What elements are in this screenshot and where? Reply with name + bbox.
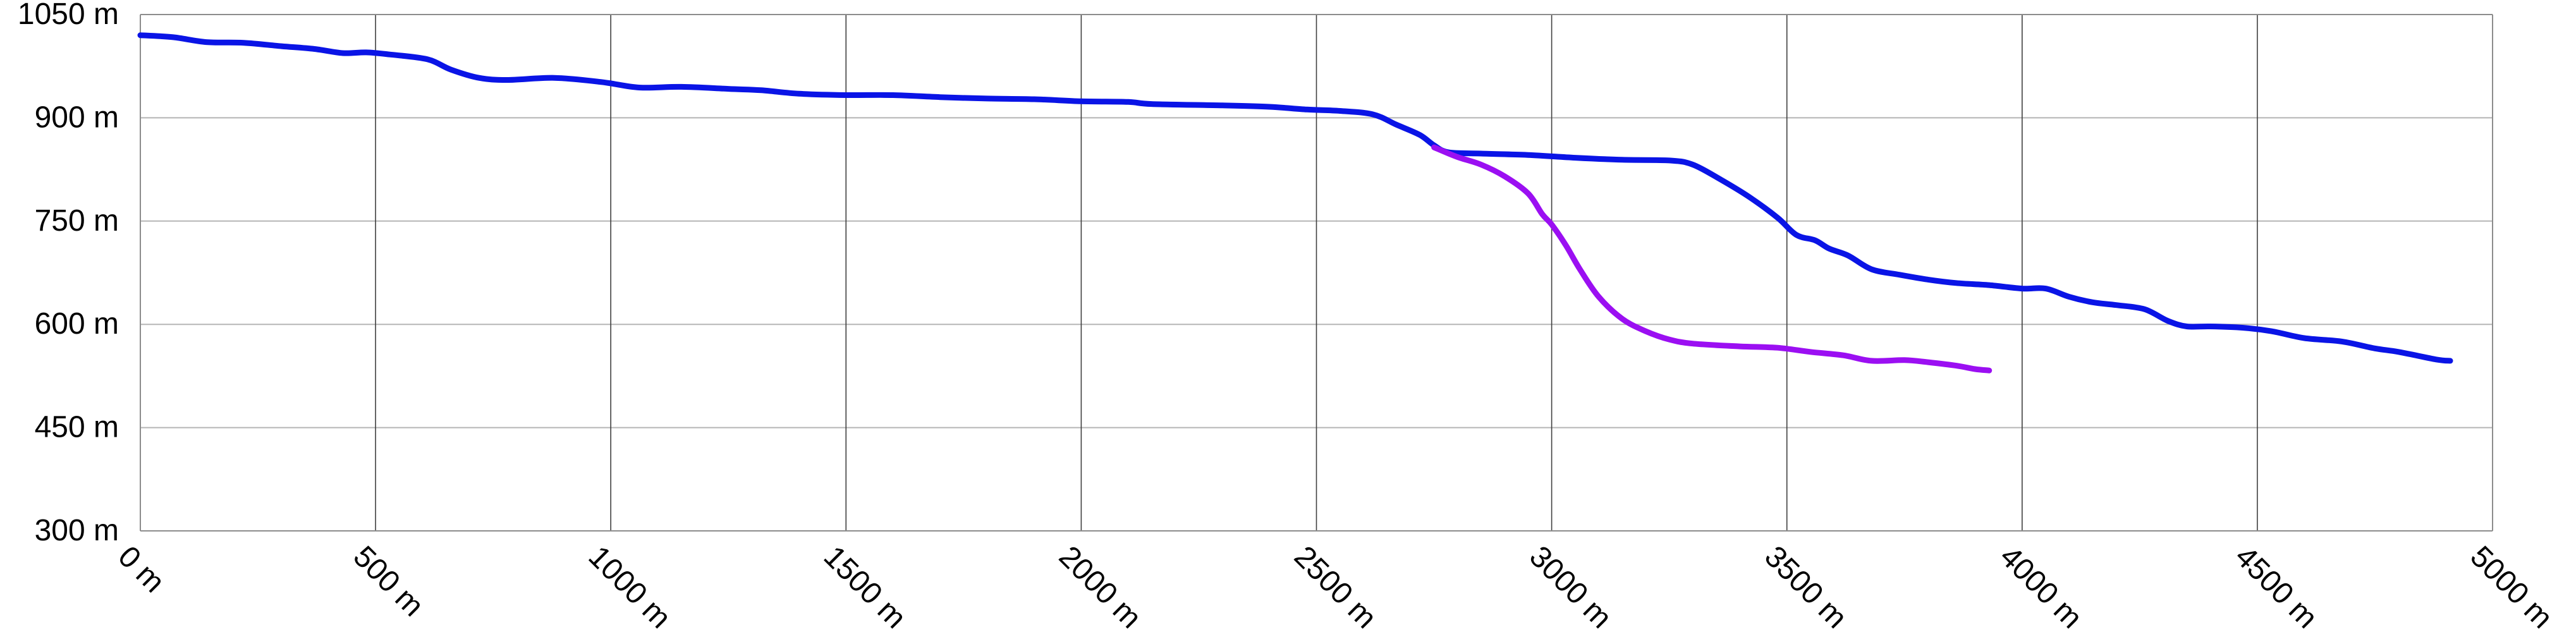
y-tick-label-0: 300 m — [35, 514, 119, 547]
x-tick-label-3: 1500 m — [817, 540, 913, 632]
x-tick-label-8: 4000 m — [1993, 540, 2089, 632]
y-tick-label-4: 900 m — [35, 100, 119, 134]
chart-axes — [140, 14, 2493, 532]
x-tick-label-9: 4500 m — [2228, 540, 2324, 632]
series-line-0 — [137, 32, 2453, 364]
x-tick-label-10: 5000 m — [2463, 540, 2559, 632]
y-axis-tick-labels: 300 m 450 m 600 m 750 m 900 m 1050 m — [18, 0, 119, 547]
x-tick-label-0: 0 m — [111, 540, 171, 599]
y-tick-label-2: 600 m — [35, 307, 119, 341]
y-tick-label-3: 750 m — [35, 204, 119, 238]
x-tick-label-4: 2000 m — [1053, 540, 1148, 632]
x-tick-label-6: 3000 m — [1523, 540, 1618, 632]
series-line-1 — [1431, 144, 1993, 374]
x-tick-label-7: 3500 m — [1758, 540, 1853, 632]
y-tick-label-5: 1050 m — [18, 0, 119, 31]
x-tick-label-5: 2500 m — [1288, 540, 1383, 632]
x-axis-tick-labels: 0 m 500 m 1000 m 1500 m 2000 m 2500 m 3000 m 35… — [111, 540, 2559, 632]
y-tick-label-1: 450 m — [35, 411, 119, 444]
x-tick-label-1: 500 m — [347, 540, 430, 623]
chart-grid — [140, 14, 2493, 532]
x-tick-label-2: 1000 m — [582, 540, 678, 632]
chart-series-group — [137, 32, 2453, 374]
